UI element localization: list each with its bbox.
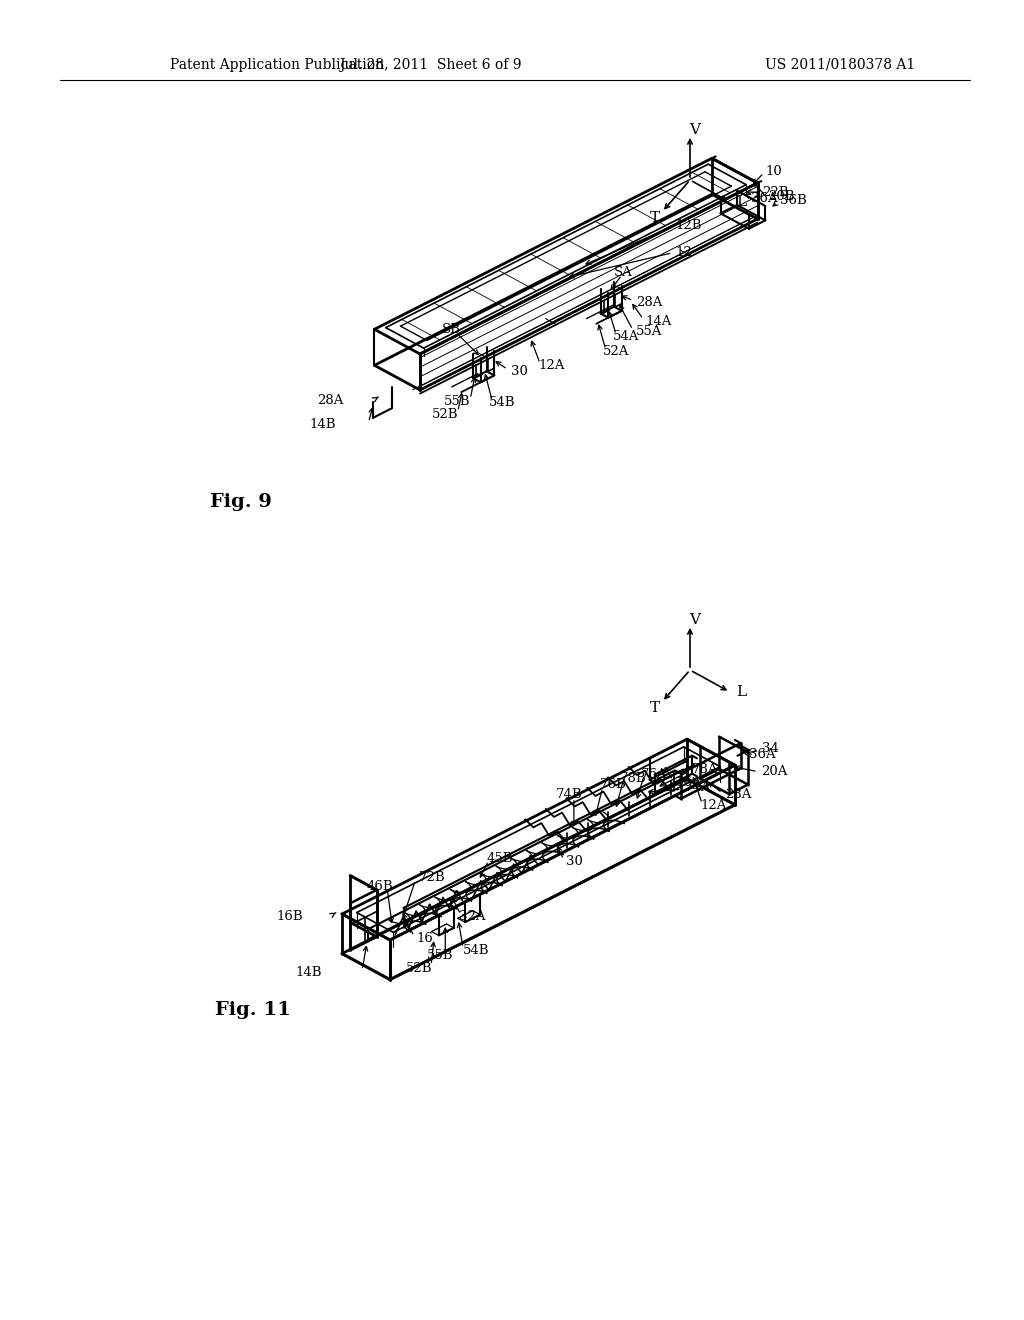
Text: V: V [689,123,700,137]
Text: Fig. 11: Fig. 11 [215,1001,291,1019]
Text: 46B: 46B [367,880,393,894]
Text: Jul. 28, 2011  Sheet 6 of 9: Jul. 28, 2011 Sheet 6 of 9 [339,58,521,73]
Text: T: T [650,211,660,224]
Text: 45B: 45B [486,853,513,866]
Text: L: L [736,195,746,209]
Text: 52B: 52B [406,962,432,974]
Text: 30: 30 [565,855,583,869]
Text: 74A: 74A [685,780,712,793]
Text: 52B: 52B [431,408,458,421]
Text: 12: 12 [676,247,692,259]
Text: 16B: 16B [276,909,303,923]
Text: 72B: 72B [419,871,445,884]
Text: 55B: 55B [427,949,454,962]
Text: 76B: 76B [600,777,627,791]
Text: 14B: 14B [309,417,336,430]
Text: 74B: 74B [556,788,583,801]
Text: 36A: 36A [750,748,776,762]
Text: US 2011/0180378 A1: US 2011/0180378 A1 [765,58,915,73]
Text: 16: 16 [416,932,433,945]
Text: 32A: 32A [459,909,485,923]
Text: 54A: 54A [613,330,639,343]
Text: 36A: 36A [752,191,778,205]
Text: 28A: 28A [636,296,663,309]
Text: 55B: 55B [444,396,471,408]
Text: 14B: 14B [296,966,323,979]
Text: 36B: 36B [779,194,806,207]
Text: 34: 34 [763,742,779,755]
Text: 12A: 12A [700,799,726,812]
Text: 20A: 20A [761,766,787,777]
Text: 10: 10 [766,165,782,178]
Text: V: V [689,612,700,627]
Text: 22B: 22B [762,186,788,198]
Text: 78A: 78A [691,763,718,776]
Text: 52A: 52A [603,345,629,358]
Text: 78B: 78B [621,772,647,785]
Text: SA: SA [614,267,633,280]
Text: 12A: 12A [538,359,564,372]
Text: 28A: 28A [725,788,752,801]
Text: 30: 30 [511,364,527,378]
Text: T: T [650,701,660,715]
Text: 54B: 54B [463,944,489,957]
Text: 55A: 55A [636,325,663,338]
Text: Fig. 9: Fig. 9 [210,492,272,511]
Text: SB: SB [441,323,461,337]
Text: 28A: 28A [316,393,343,407]
Text: 54B: 54B [489,396,516,409]
Text: L: L [736,685,746,700]
Text: 12B: 12B [675,219,701,232]
Text: 16A: 16A [675,776,701,789]
Text: 20B: 20B [768,190,795,203]
Text: Patent Application Publication: Patent Application Publication [170,58,384,73]
Text: 14A: 14A [645,314,672,327]
Text: 76A: 76A [641,767,668,780]
